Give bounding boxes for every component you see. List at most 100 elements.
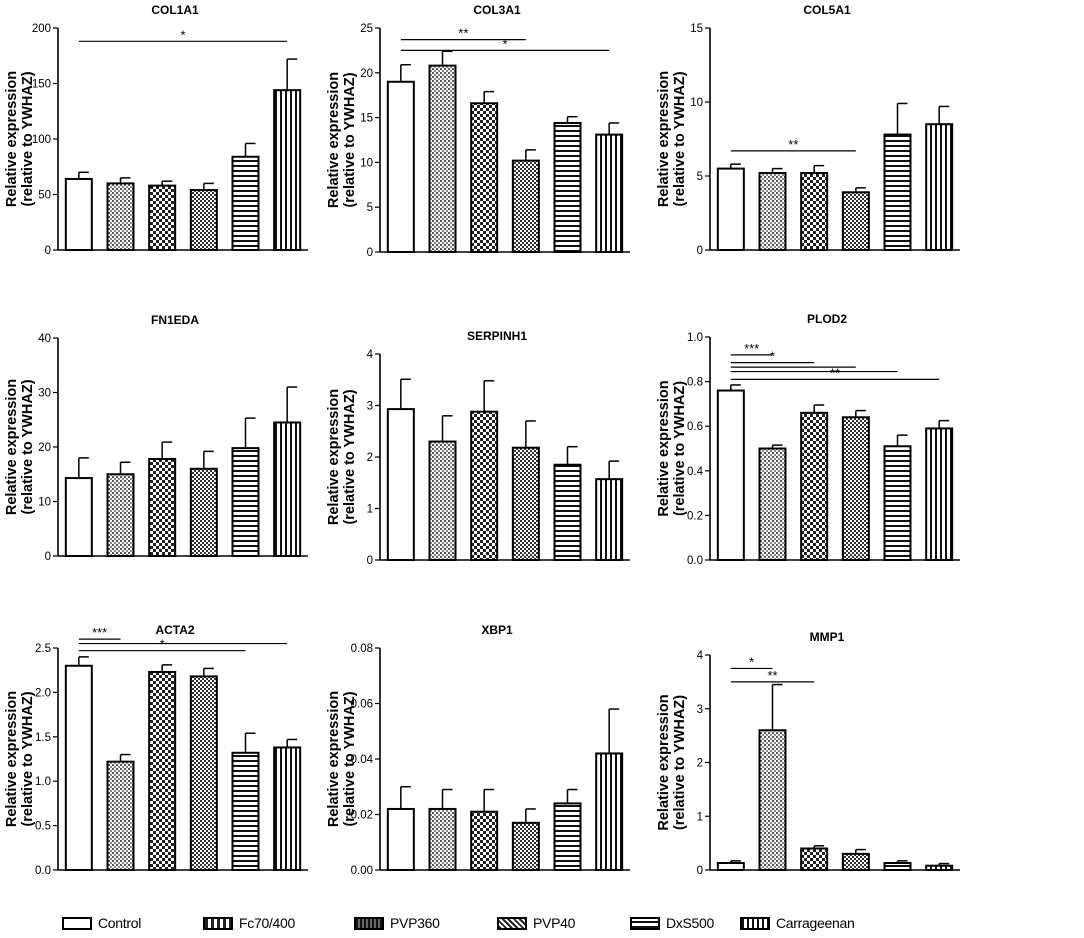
bar-pvp40: [841, 852, 870, 871]
bar-control: [386, 807, 415, 872]
legend-label-carrageenan: Carrageenan: [776, 915, 855, 931]
y-axis-label-line1: Relative expression: [4, 379, 20, 515]
bar-dxs500: [231, 751, 260, 871]
significance-label: ***: [92, 625, 107, 640]
bar-control: [64, 477, 93, 557]
legend-item-dxs500: DxS500: [630, 912, 714, 934]
bar-pvp40: [841, 416, 870, 561]
legend-label-pvp360: PVP360: [390, 915, 440, 931]
bar-pvp40: [189, 467, 218, 557]
panel-col3a1: COL3A1 Relative expression (relative to YW…: [326, 3, 630, 259]
y-tick-label: 10: [690, 97, 703, 109]
significance-label: **: [830, 365, 840, 380]
panel-col5a1: COL5A1 Relative expression (relative to YW…: [656, 3, 960, 257]
panel-serpinh1: SERPINH1 Relative expression (relative to …: [326, 329, 630, 567]
significance-label: **: [767, 668, 777, 683]
y-tick-label: 3: [367, 401, 373, 413]
legend-swatch-fc70: [203, 916, 233, 930]
bar-carrageenan: [273, 421, 302, 557]
bar-carrageenan: [273, 746, 302, 871]
bar-pvp360: [470, 410, 499, 561]
legend: Control Fc70/400 PVP360 PVP40 DxS500 Car…: [0, 908, 1084, 938]
y-axis-label-line1: Relative expression: [656, 380, 672, 516]
bar-pvp40: [841, 191, 870, 251]
y-tick-label: 0: [367, 555, 373, 567]
y-axis-label-line2: (relative to YWHAZ): [342, 72, 358, 207]
y-axis-label-line2: (relative to YWHAZ): [672, 381, 688, 516]
y-axis-label-line1: Relative expression: [656, 694, 672, 830]
y-tick-label: 100: [32, 134, 51, 146]
chart-title: MMP1: [810, 630, 845, 644]
y-tick-label: 2.0: [35, 687, 51, 699]
y-tick-label: 5: [367, 202, 373, 214]
bar-pvp360: [470, 102, 499, 253]
legend-item-carrageenan: Carrageenan: [740, 912, 855, 934]
y-tick-label: 2.5: [35, 643, 51, 655]
bar-dxs500: [231, 447, 260, 557]
bar-carrageenan: [595, 752, 624, 872]
bar-pvp40: [511, 159, 540, 253]
y-axis-label-line2: (relative to YWHAZ): [20, 71, 36, 206]
bar-dxs500: [883, 445, 912, 561]
y-tick-label: 20: [38, 442, 51, 454]
y-axis-label-line1: Relative expression: [4, 71, 20, 207]
y-tick-label: 3: [697, 704, 703, 716]
legend-item-pvp360: PVP360: [354, 912, 440, 934]
bar-dxs500: [553, 121, 582, 253]
y-tick-label: 1: [697, 811, 703, 823]
y-axis-label-line1: Relative expression: [326, 389, 342, 525]
y-tick-label: 10: [360, 157, 373, 169]
bar-control: [64, 177, 93, 252]
y-tick-label: 0: [697, 865, 703, 877]
y-tick-label: 0.02: [351, 810, 373, 822]
chart-title: COL5A1: [803, 3, 851, 17]
y-tick-label: 1.5: [35, 732, 51, 744]
bar-control: [716, 167, 745, 252]
y-axis-label-line2: (relative to YWHAZ): [672, 695, 688, 830]
y-tick-label: 0.0: [687, 555, 703, 567]
y-tick-label: 0.00: [351, 865, 373, 877]
bar-carrageenan: [595, 133, 624, 253]
y-axis-label-line2: (relative to YWHAZ): [672, 71, 688, 206]
y-tick-label: 50: [38, 190, 51, 202]
legend-item-fc70: Fc70/400: [203, 912, 295, 934]
legend-label-dxs500: DxS500: [666, 915, 715, 931]
y-axis-label-line2: (relative to YWHAZ): [342, 389, 358, 524]
significance-label: **: [788, 137, 798, 152]
y-tick-label: 5: [697, 171, 703, 183]
y-tick-label: 2: [367, 452, 373, 464]
y-tick-label: 2: [697, 758, 703, 770]
legend-swatch-pvp40: [497, 916, 527, 930]
legend-swatch-dxs500: [630, 916, 660, 930]
bar-dxs500: [883, 862, 912, 872]
bar-carrageenan: [925, 123, 954, 251]
bar-carrageenan: [595, 478, 624, 561]
bar-fc70-400: [758, 172, 787, 251]
y-tick-label: 0.2: [687, 510, 703, 522]
bar-control: [64, 664, 93, 872]
y-tick-label: 20: [360, 68, 373, 80]
y-tick-label: 0.06: [351, 699, 373, 711]
legend-swatch-carrageenan: [740, 916, 770, 930]
bar-control: [386, 408, 415, 562]
y-axis-label-line2: (relative to YWHAZ): [20, 379, 36, 514]
panel-col1a1: COL1A1 Relative expression (relative to YW…: [4, 3, 308, 257]
y-tick-label: 4: [697, 650, 704, 662]
chart-title: SERPINH1: [467, 329, 527, 343]
bar-fc70-400: [428, 64, 457, 253]
bar-pvp360: [148, 457, 177, 557]
significance-label: *: [160, 637, 165, 652]
legend-label-control: Control: [98, 915, 142, 931]
panel-plod2: PLOD2 Relative expression (relative to YWH…: [656, 312, 960, 567]
bar-pvp40: [189, 675, 218, 872]
y-tick-label: 30: [38, 388, 51, 400]
bar-carrageenan: [925, 427, 954, 561]
significance-label: **: [458, 26, 468, 41]
bar-fc70-400: [428, 440, 457, 561]
y-axis-label-line2: (relative to YWHAZ): [20, 691, 36, 826]
y-tick-label: 15: [690, 23, 703, 35]
chart-title: ACTA2: [155, 623, 194, 637]
bar-carrageenan: [925, 864, 954, 872]
y-tick-label: 10: [38, 497, 51, 509]
